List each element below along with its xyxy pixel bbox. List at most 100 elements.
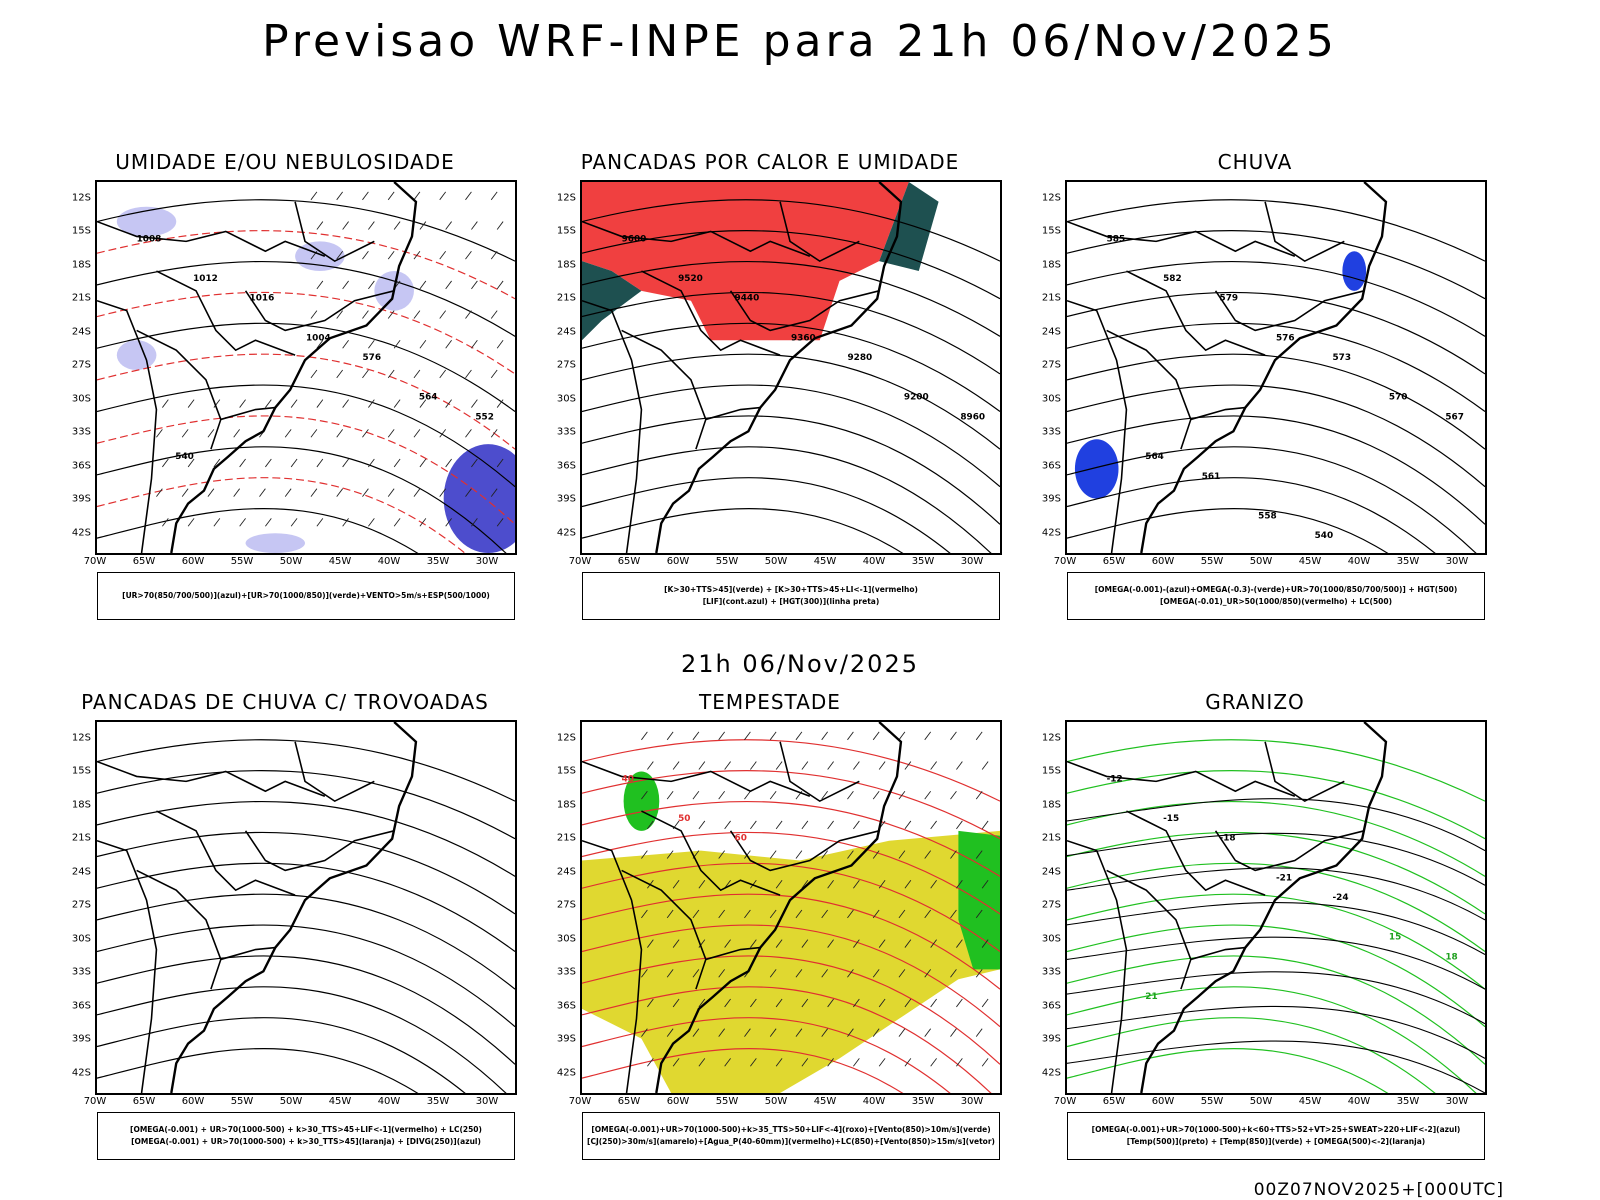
latitude-tick-label: 18S (556, 259, 576, 271)
wind-vector (769, 850, 777, 859)
contour-label: 561 (1202, 472, 1221, 482)
latitude-tick-label: 36S (71, 460, 91, 472)
latitude-tick-label: 42S (71, 1067, 91, 1079)
border-line (220, 946, 276, 961)
wind-vector (259, 488, 266, 497)
contour-line (1067, 862, 1485, 953)
wind-vector (641, 731, 648, 741)
wind-vector (490, 250, 498, 260)
longitude-tick-label: 35W (1396, 1096, 1420, 1107)
longitude-tick-label: 60W (181, 556, 205, 567)
contour-line (582, 353, 1000, 450)
wind-vector (924, 909, 932, 919)
longitude-tick-label: 60W (666, 556, 690, 567)
wind-vector (847, 850, 854, 859)
latitude-tick-label: 15S (556, 225, 576, 237)
wind-vector (672, 939, 680, 948)
wind-vector (181, 488, 189, 497)
map-panel-6: GRANIZO 12S 15S 18S 21S 24S 27S 30S 33S 36S 39S 42S… (1015, 690, 1495, 1160)
wind-vector (898, 731, 906, 741)
longitude-tick-label: 40W (862, 556, 886, 567)
border-line (1067, 220, 1296, 257)
wind-vector (471, 518, 478, 527)
map-canvas: 9600 9520 9440 9360 9280 9200 8960 (582, 182, 1000, 553)
wind-vector (445, 340, 452, 349)
latitude-tick-label: 21S (1041, 292, 1061, 304)
contour-line (97, 1047, 419, 1093)
wind-vector (336, 488, 344, 497)
latitude-tick-label: 21S (556, 292, 576, 304)
wind-vector (233, 488, 240, 497)
wind-vector (387, 429, 395, 438)
wind-vector (496, 458, 504, 468)
humidity-patch (295, 241, 345, 272)
wind-vector (233, 429, 240, 438)
longitude-tick-label: 40W (862, 1096, 886, 1107)
wind-vector (775, 761, 783, 770)
panel-legend: [OMEGA(-0.001) + UR>70(1000-500) + k>30_… (97, 1112, 515, 1160)
latitude-tick-label: 21S (556, 832, 576, 844)
wind-vector (465, 369, 472, 379)
wind-vector (336, 310, 344, 319)
wind-vector (718, 850, 725, 859)
wind-vector (750, 998, 757, 1008)
contour-line (582, 1047, 904, 1093)
latitude-tick-label: 42S (1041, 1067, 1061, 1079)
wind-vector (872, 909, 880, 919)
contour-line (1067, 446, 1477, 553)
wind-vector (827, 761, 834, 770)
wind-vector (213, 518, 221, 527)
latitude-tick-label: 18S (71, 259, 91, 271)
wind-vector (265, 518, 272, 527)
longitude-tick-label: 30W (1445, 556, 1469, 567)
wind-vector (641, 790, 648, 800)
contour-line (97, 446, 507, 553)
wind-vector (213, 458, 221, 468)
latitude-tick-label: 36S (556, 1000, 576, 1012)
contour-label: 540 (175, 452, 194, 462)
wind-vector (744, 790, 751, 800)
wind-vector (336, 250, 344, 260)
wind-vector (641, 969, 648, 978)
longitude-tick-label: 30W (960, 1096, 984, 1107)
wind-vector (362, 429, 369, 438)
wind-vector (368, 221, 375, 230)
wind-vector (975, 790, 983, 800)
legend-line: [LIF](cont.azul) + [HGT(300)](linha pret… (702, 597, 880, 606)
contour-line (97, 831, 515, 915)
wind-vector (827, 998, 834, 1008)
wind-vector (316, 340, 324, 349)
longitude-axis: 70W 65W 60W 55W 50W 45W 40W 35W 30W (569, 556, 1002, 570)
longitude-tick-label: 65W (617, 1096, 641, 1107)
wind-vector (310, 310, 318, 319)
wind-vector (362, 310, 369, 319)
wind-vector (439, 369, 447, 379)
border-line (156, 810, 296, 896)
contour-label: 21 (1145, 992, 1157, 1002)
latitude-tick-label: 18S (1041, 799, 1061, 811)
wind-vector (898, 909, 906, 919)
wind-vector (878, 1058, 886, 1067)
wind-vector (956, 761, 963, 770)
valid-time-subtitle: 21h 06/Nov/2025 (680, 650, 919, 678)
wind-vector (718, 790, 725, 800)
contour-label: 18 (1445, 952, 1457, 962)
latitude-tick-label: 30S (71, 933, 91, 945)
contour-line (582, 739, 1000, 802)
wind-vector (981, 820, 989, 830)
contour-line (97, 893, 515, 990)
contour-line (1067, 353, 1485, 450)
wind-vector (387, 250, 395, 260)
map-canvas: -12 -15 -18 -21 -24 15 18 21 (1067, 722, 1485, 1093)
wind-vector (698, 939, 706, 948)
latitude-tick-label: 30S (556, 393, 576, 405)
panel-title: PANCADAS DE CHUVA C/ TROVOADAS (81, 690, 489, 714)
latitude-axis: 12S 15S 18S 21S 24S 27S 30S 33S 36S 39S 42S (59, 180, 95, 555)
border-line (1067, 299, 1128, 553)
panel-title: CHUVA (1217, 150, 1293, 174)
wind-vector (362, 250, 369, 260)
wind-vector (795, 909, 803, 919)
wind-vector (342, 221, 349, 230)
wind-vector (672, 998, 680, 1008)
wind-vector (981, 761, 989, 770)
